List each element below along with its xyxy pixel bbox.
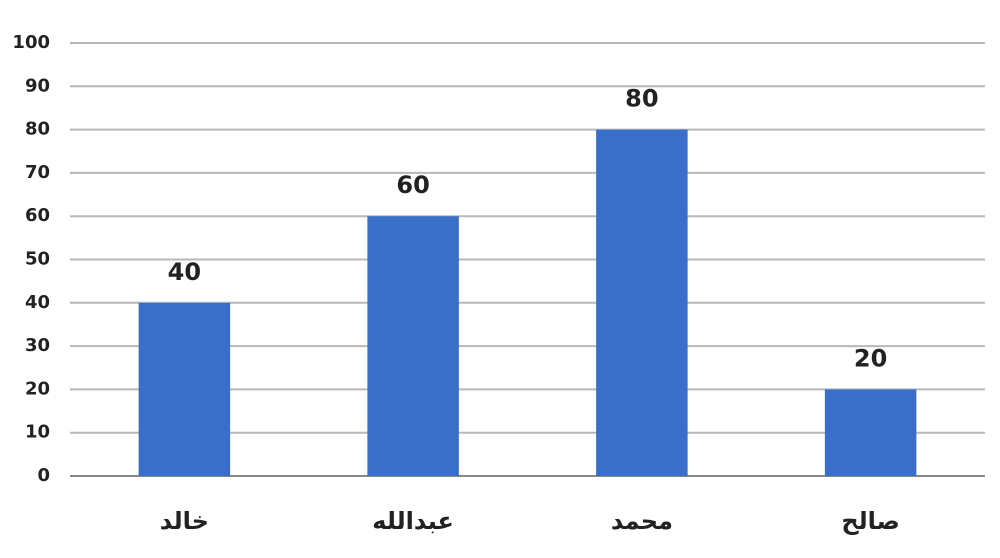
x-tick-label: محمد (611, 507, 673, 535)
data-label: 40 (168, 258, 201, 286)
bar (596, 129, 688, 476)
y-tick-label: 0 (37, 465, 50, 486)
x-tick-label: خالد (160, 507, 209, 535)
data-label: 80 (625, 85, 658, 113)
y-tick-label: 80 (25, 119, 50, 140)
y-tick-label: 40 (25, 292, 50, 313)
y-tick-label: 30 (25, 335, 50, 356)
y-tick-label: 50 (25, 249, 50, 270)
y-tick-label: 70 (25, 162, 50, 183)
data-label: 20 (854, 344, 887, 372)
data-label: 60 (396, 171, 429, 199)
y-tick-label: 90 (25, 75, 50, 96)
y-tick-label: 60 (25, 205, 50, 226)
y-tick-label: 10 (25, 422, 50, 443)
bar (367, 216, 459, 476)
bar (138, 302, 231, 476)
y-tick-label: 100 (12, 32, 50, 53)
bar (824, 389, 917, 476)
x-tick-label: صالح (841, 507, 900, 535)
x-tick-label: عبدالله (372, 507, 454, 535)
y-tick-label: 20 (25, 378, 50, 399)
